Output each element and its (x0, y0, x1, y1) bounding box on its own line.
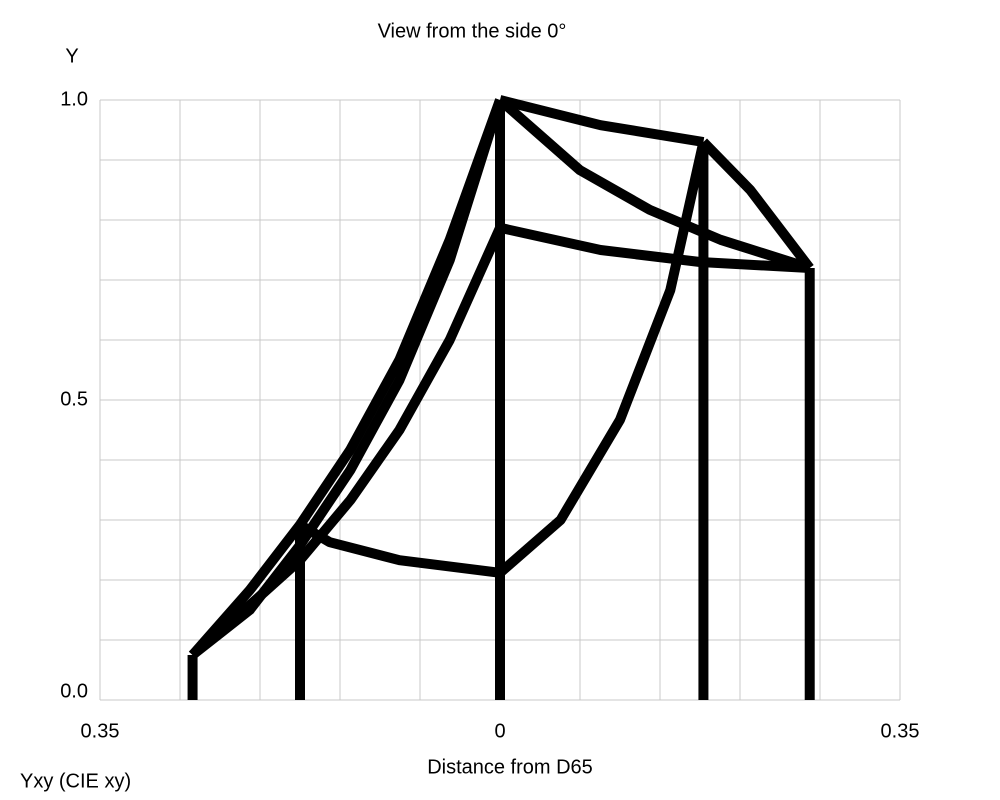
x-tick-label: 0 (494, 720, 505, 742)
line-series (188, 98, 505, 659)
line-series (699, 138, 814, 272)
plot (187, 95, 815, 700)
line-series (498, 95, 705, 147)
y-axis-label: Y (65, 45, 78, 67)
line-series (297, 520, 501, 578)
x-tick-label: 0.35 (81, 720, 120, 742)
line-series (498, 222, 810, 273)
chart-title: View from the side 0° (378, 20, 567, 42)
y-tick-label: 0.0 (60, 680, 88, 702)
x-tick-label: 0.35 (881, 720, 920, 742)
line-series (496, 96, 812, 273)
y-tick-label: 0.5 (60, 388, 88, 410)
y-tick-label: 1.0 (60, 88, 88, 110)
x-axis-label: Distance from D65 (427, 756, 593, 778)
line-series (496, 140, 709, 577)
annotation: Yxy (CIE xy) (20, 770, 131, 792)
line-series (189, 225, 505, 659)
